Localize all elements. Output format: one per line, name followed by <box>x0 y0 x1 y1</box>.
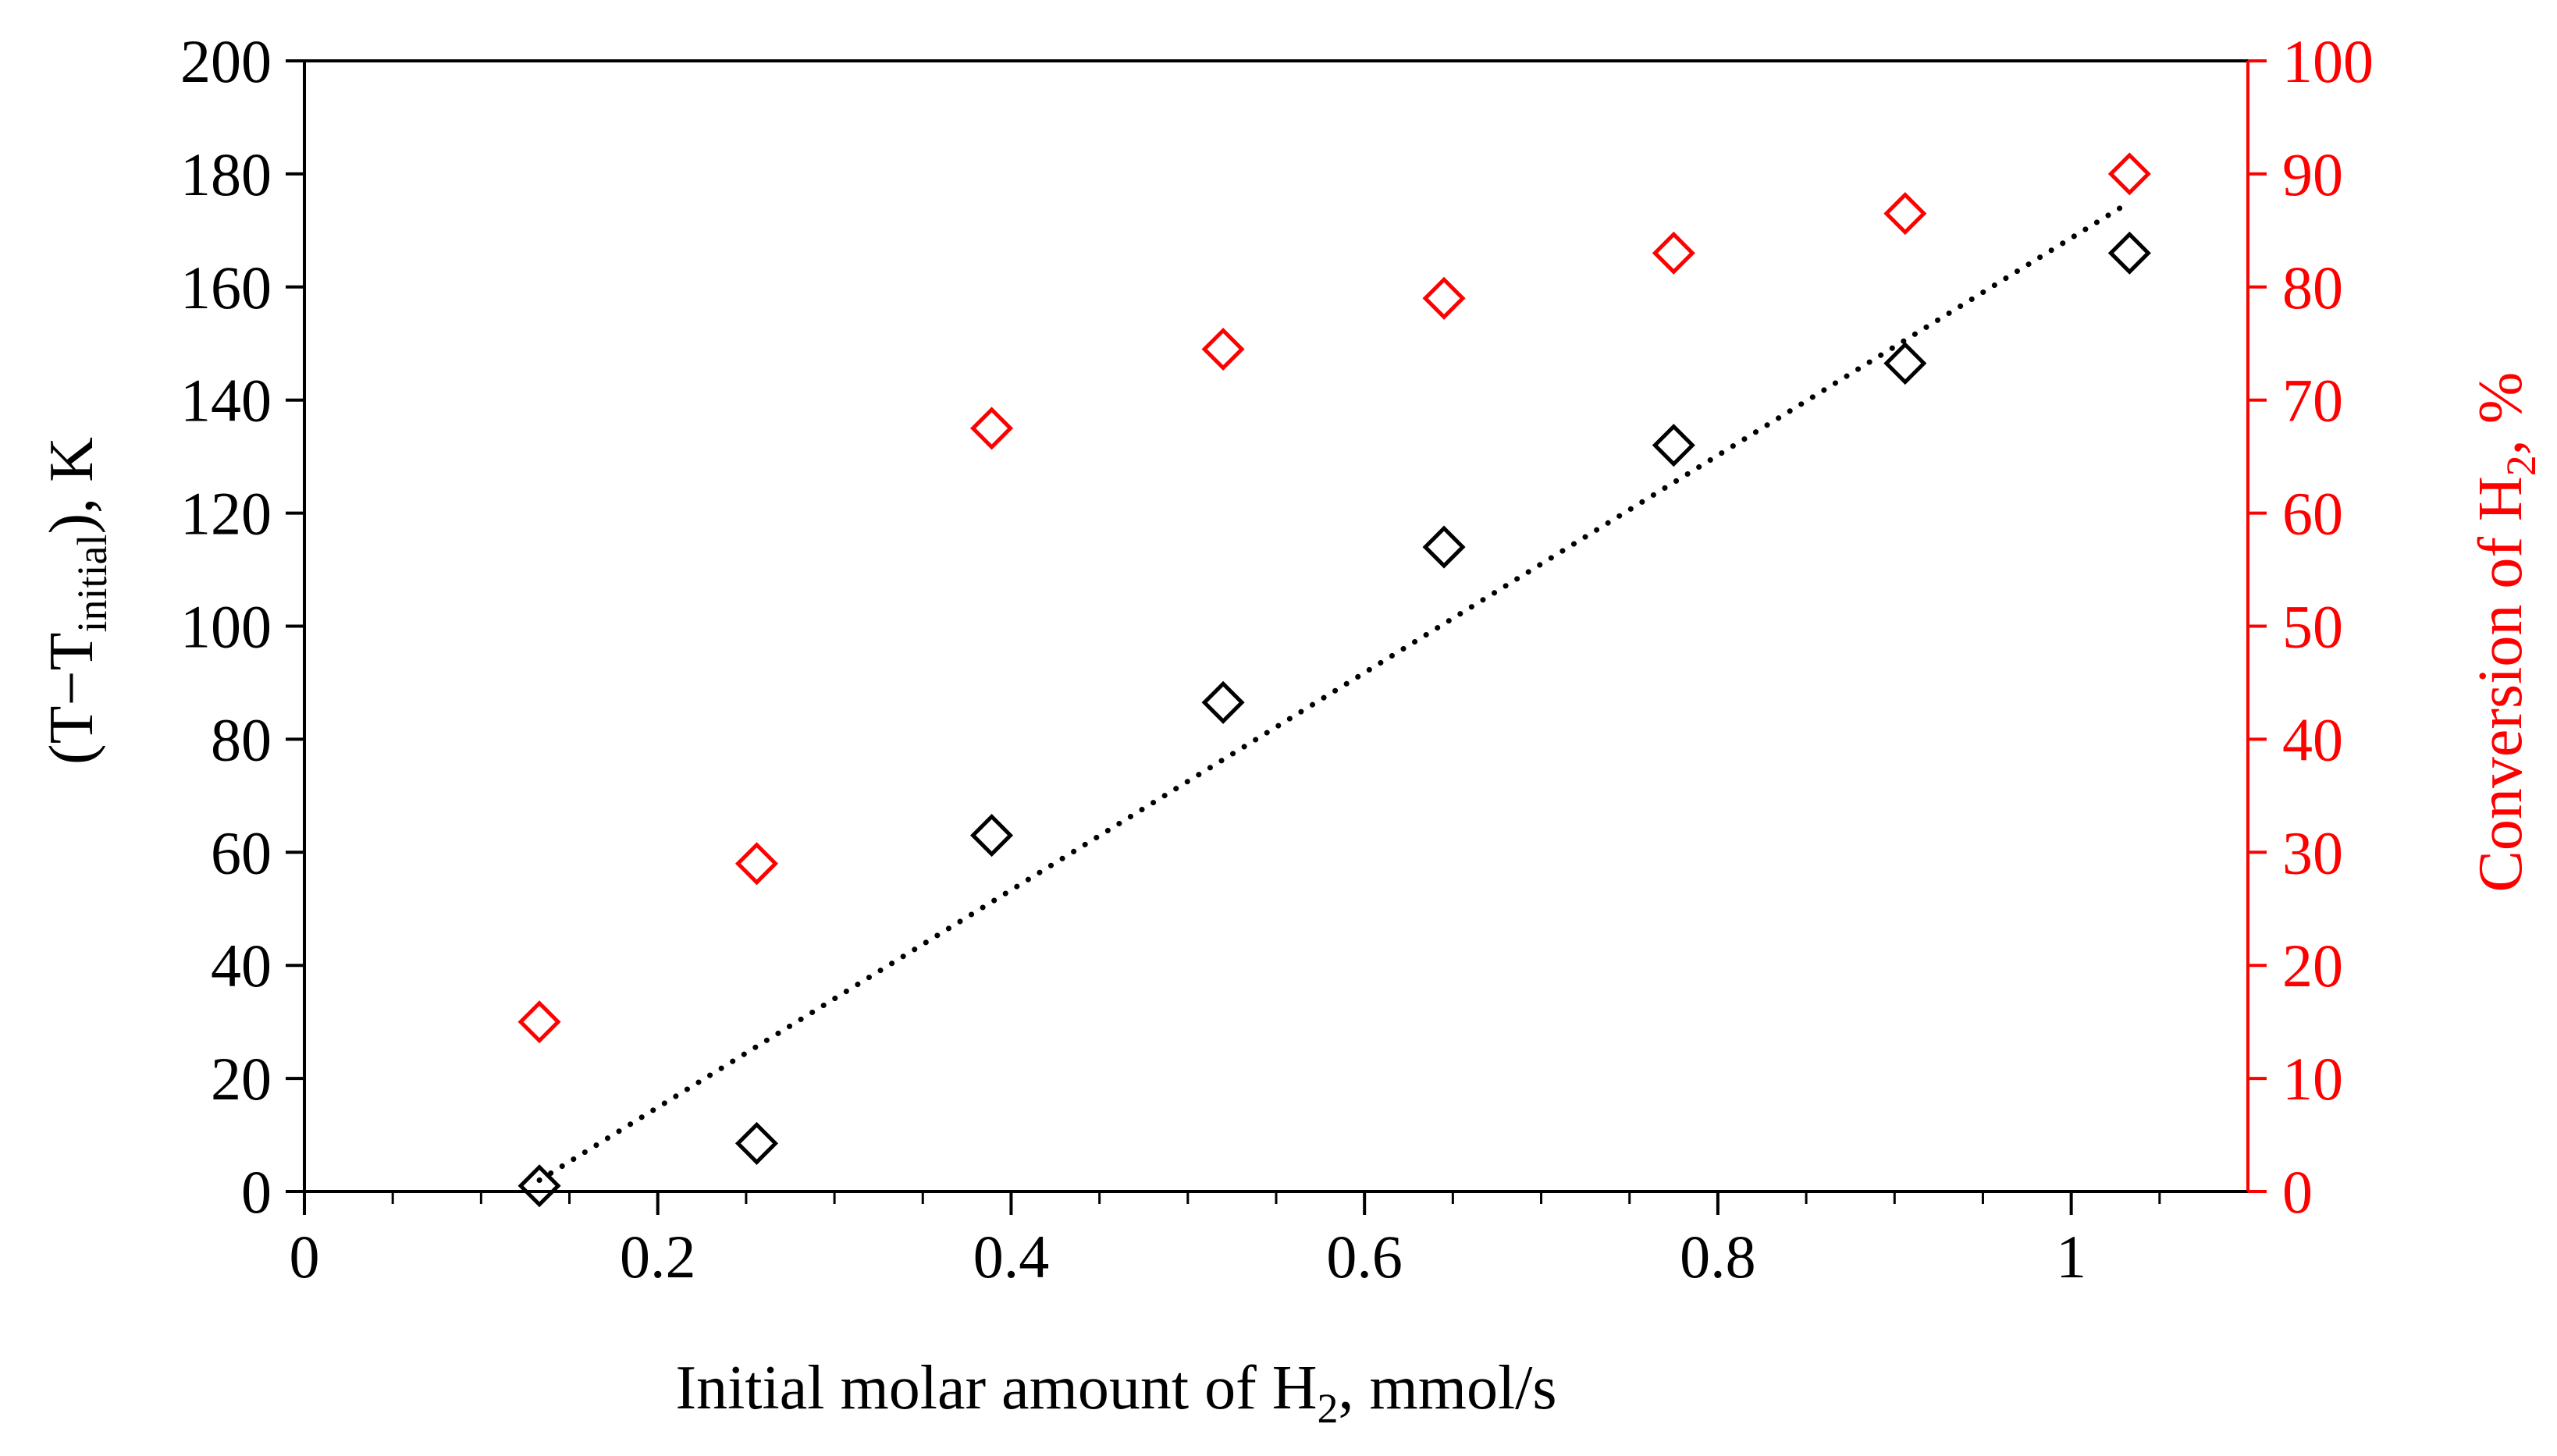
y-right-tick-label: 40 <box>2282 705 2343 773</box>
y-left-tick-label: 60 <box>211 819 272 886</box>
y-axis-right-title-sub: 2 <box>2498 455 2545 476</box>
y-left-tick-label: 20 <box>211 1045 272 1113</box>
y-right-tick-label: 100 <box>2282 27 2374 95</box>
y-axis-left-title-sub: initial <box>69 534 116 632</box>
series-layer <box>517 152 2151 1208</box>
y-right-tick-label: 80 <box>2282 254 2343 321</box>
y-axis-right-title-main: Conversion of H <box>2466 476 2535 892</box>
y-right-tick-label: 60 <box>2282 480 2343 548</box>
y-left-tick-label: 120 <box>180 480 272 548</box>
y-axis-right-title-suffix: , % <box>2466 372 2535 456</box>
h2-conversion-point <box>734 842 779 886</box>
h2-conversion-point <box>1422 276 1466 320</box>
y-left-tick-label: 160 <box>180 254 272 321</box>
axes: 0204060801001201401601802000102030405060… <box>180 27 2374 1291</box>
x-axis-title: Initial molar amount of H2, mmol/s <box>675 1354 1556 1432</box>
temperature-rise-point <box>517 1164 561 1208</box>
x-tick-label: 0 <box>290 1223 320 1291</box>
series-h2-conversion <box>517 152 2151 1044</box>
trendline <box>536 199 2132 1184</box>
y-right-tick-label: 0 <box>2282 1158 2313 1226</box>
h2-conversion-point <box>1652 231 1695 275</box>
x-tick-label: 0.2 <box>620 1223 696 1291</box>
y-left-tick-label: 0 <box>241 1158 272 1226</box>
h2-conversion-point <box>1201 327 1245 371</box>
x-tick-label: 0.4 <box>973 1223 1050 1291</box>
y-left-tick-label: 180 <box>180 140 272 208</box>
y-right-tick-label: 70 <box>2282 367 2343 435</box>
y-right-tick-label: 30 <box>2282 819 2343 886</box>
x-axis-title-main: Initial molar amount of H <box>675 1354 1317 1422</box>
y-axis-right-title: Conversion of H2, % <box>2466 372 2545 893</box>
h2-conversion-point <box>970 407 1014 450</box>
x-axis-title-sub: 2 <box>1317 1385 1338 1432</box>
series-temperature-rise <box>517 231 2151 1208</box>
temperature-rise-point <box>1422 525 1466 569</box>
x-tick-label: 0.6 <box>1326 1223 1403 1291</box>
y-left-tick-label: 200 <box>180 27 272 95</box>
y-left-tick-label: 40 <box>211 932 272 1000</box>
temperature-rise-point <box>1201 680 1245 724</box>
h2-conversion-point <box>1883 192 1927 236</box>
x-tick-label: 1 <box>2056 1223 2086 1291</box>
temperature-rise-point <box>2107 231 2151 275</box>
temperature-rise-point <box>970 814 1014 858</box>
y-right-tick-label: 50 <box>2282 593 2343 661</box>
y-left-tick-label: 80 <box>211 705 272 773</box>
h2-conversion-point <box>2107 152 2151 196</box>
y-axis-left-title-prefix: (T−T <box>37 632 106 765</box>
y-axis-left-title: (T−Tinitial), K <box>37 437 116 765</box>
temperature-rise-point <box>1883 342 1927 385</box>
h2-conversion-point <box>517 1000 561 1044</box>
y-axis-left-title-suffix: ), K <box>37 437 106 534</box>
plot-frame <box>303 59 2249 1193</box>
y-left-tick-label: 140 <box>180 367 272 435</box>
temperature-rise-point <box>1652 424 1695 467</box>
y-right-tick-label: 10 <box>2282 1045 2343 1113</box>
x-axis-title-suffix: , mmol/s <box>1338 1354 1556 1422</box>
y-left-tick-label: 100 <box>180 593 272 661</box>
y-right-tick-label: 90 <box>2282 140 2343 208</box>
x-tick-label: 0.8 <box>1680 1223 1756 1291</box>
y-right-tick-label: 20 <box>2282 932 2343 1000</box>
trendline-layer <box>536 199 2132 1184</box>
temperature-rise-point <box>734 1121 779 1165</box>
